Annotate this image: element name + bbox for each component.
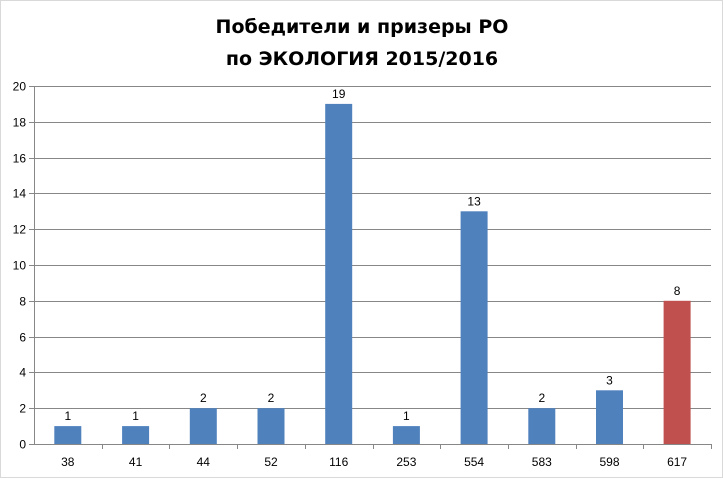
bar-583 bbox=[528, 408, 556, 444]
y-tick-label: 20 bbox=[13, 80, 27, 94]
x-tick-label-583: 583 bbox=[532, 455, 552, 469]
bar-41 bbox=[122, 426, 150, 444]
y-tick-label: 16 bbox=[13, 152, 27, 166]
x-tick-label-44: 44 bbox=[197, 455, 211, 469]
data-label-617: 8 bbox=[674, 284, 681, 298]
data-label-554: 13 bbox=[467, 194, 481, 208]
bars bbox=[54, 103, 691, 445]
bar-38 bbox=[54, 426, 82, 444]
y-tick-label: 10 bbox=[13, 259, 27, 273]
chart-title-line-2: по ЭКОЛОГИЯ 2015/2016 bbox=[226, 48, 498, 70]
data-label-253: 1 bbox=[403, 409, 410, 423]
bar-253 bbox=[392, 426, 420, 444]
x-tick-label-38: 38 bbox=[61, 455, 75, 469]
gridlines bbox=[29, 86, 712, 449]
data-label-583: 2 bbox=[538, 391, 545, 405]
y-tick-label: 4 bbox=[19, 366, 26, 380]
y-tick-label: 18 bbox=[13, 116, 27, 130]
y-tick-label: 8 bbox=[19, 295, 26, 309]
bar-116 bbox=[325, 103, 353, 445]
data-label-38: 1 bbox=[64, 409, 71, 423]
y-tick-label: 14 bbox=[13, 187, 27, 201]
x-tick-label-617: 617 bbox=[667, 455, 687, 469]
bar-554 bbox=[460, 211, 488, 444]
x-tick-label-598: 598 bbox=[599, 455, 619, 469]
x-tick-label-116: 116 bbox=[329, 455, 348, 469]
data-label-41: 1 bbox=[132, 409, 139, 423]
bar-52 bbox=[257, 408, 285, 444]
data-label-116: 19 bbox=[332, 87, 346, 101]
data-label-44: 2 bbox=[200, 391, 207, 405]
x-tick-label-41: 41 bbox=[129, 455, 143, 469]
x-tick-label-52: 52 bbox=[264, 455, 278, 469]
y-tick-label: 2 bbox=[19, 402, 26, 416]
y-tick-label: 0 bbox=[19, 438, 26, 452]
chart-title-line-1: Победители и призеры РО bbox=[216, 16, 509, 38]
x-tick-label-253: 253 bbox=[396, 455, 416, 469]
y-tick-label: 12 bbox=[13, 223, 27, 237]
labels: 0246810121416182013814124425219116125313… bbox=[13, 80, 688, 470]
data-label-598: 3 bbox=[606, 373, 613, 387]
bar-617 bbox=[663, 300, 691, 444]
bar-44 bbox=[189, 408, 217, 444]
y-tick-label: 6 bbox=[19, 331, 26, 345]
x-tick-label-554: 554 bbox=[464, 455, 484, 469]
data-label-52: 2 bbox=[268, 391, 275, 405]
bar-598 bbox=[596, 390, 623, 444]
